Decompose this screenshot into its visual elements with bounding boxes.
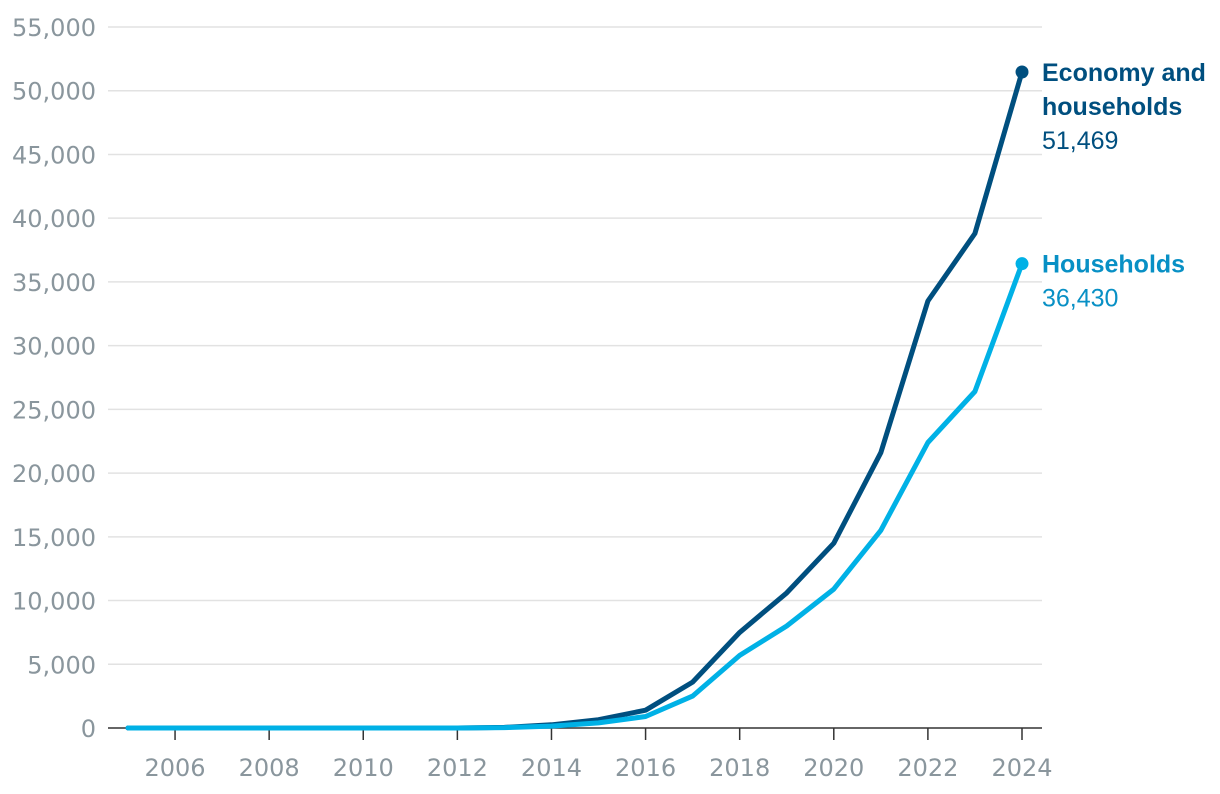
y-tick-label: 10,000 — [12, 588, 96, 616]
x-tick-label: 2014 — [521, 754, 582, 782]
y-tick-label: 20,000 — [12, 460, 96, 488]
series-end-labels: Economy and households 51,469 Households 36,… — [1042, 59, 1206, 313]
x-tick-label: 2010 — [333, 754, 394, 782]
y-tick-label: 25,000 — [12, 396, 96, 424]
y-tick-label: 35,000 — [12, 269, 96, 297]
x-axis-ticks: 2006 2008 2010 2012 2014 2016 2018 2020 2022 2024 — [145, 728, 1053, 782]
x-tick-label: 2016 — [615, 754, 676, 782]
series-lines — [125, 65, 1029, 731]
y-tick-label: 40,000 — [12, 205, 96, 233]
y-axis-tick-labels: 0 5,000 10,000 15,000 20,000 25,000 30,000 35,0… — [12, 14, 96, 743]
series-value-label: 36,430 — [1042, 285, 1118, 313]
series-line — [125, 69, 1025, 731]
y-tick-label: 45,000 — [12, 141, 96, 169]
series-end-point — [1015, 65, 1029, 79]
series-name-label: households — [1042, 93, 1182, 121]
series-value-label: 51,469 — [1042, 127, 1118, 155]
series-line — [125, 261, 1025, 731]
gridlines — [108, 26, 1042, 666]
y-tick-label: 55,000 — [12, 14, 96, 42]
y-tick-label: 0 — [81, 715, 96, 743]
y-tick-label: 30,000 — [12, 333, 96, 361]
x-tick-label: 2024 — [991, 754, 1052, 782]
x-tick-label: 2012 — [427, 754, 488, 782]
series-name-label: Economy and — [1042, 59, 1206, 87]
y-tick-label: 15,000 — [12, 524, 96, 552]
series-name-label: Households — [1042, 251, 1185, 279]
y-tick-label: 5,000 — [27, 651, 96, 679]
y-tick-label: 50,000 — [12, 78, 96, 106]
x-tick-label: 2022 — [897, 754, 958, 782]
series-end-point — [1015, 257, 1029, 271]
x-tick-label: 2020 — [803, 754, 864, 782]
x-tick-label: 2008 — [239, 754, 300, 782]
x-tick-label: 2018 — [709, 754, 770, 782]
x-tick-label: 2006 — [145, 754, 206, 782]
